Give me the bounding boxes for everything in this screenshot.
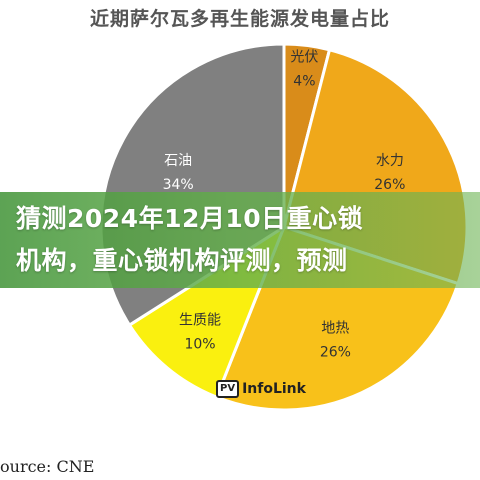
slice-value-4: 34%	[163, 177, 194, 193]
slice-label-1: 水力	[376, 153, 404, 169]
slice-label-2: 地热	[321, 320, 349, 336]
headline-line-2: 机构，重心锁机构评测，预测	[16, 246, 348, 275]
chart-title: 近期萨尔瓦多再生能源发电量占比	[89, 8, 390, 30]
headline-text: 猜测2024年12月10日重心锁 机构，重心锁机构评测，预测	[16, 198, 466, 282]
slice-value-3: 10%	[184, 337, 215, 353]
slice-value-0: 4%	[293, 73, 315, 89]
headline-banner	[0, 192, 480, 288]
infolink-logo: PV InfoLink	[216, 378, 306, 400]
headline-line-1: 猜测2024年12月10日重心锁	[16, 204, 364, 233]
source-note: ource: CNE	[0, 457, 95, 476]
slice-value-2: 26%	[320, 344, 351, 360]
slice-value-1: 26%	[374, 177, 405, 193]
slice-label-0: 光伏	[290, 49, 318, 65]
logo-mark: PV	[216, 380, 240, 398]
slice-label-4: 石油	[164, 153, 192, 169]
slice-label-3: 生质能	[179, 313, 221, 329]
logo-text: InfoLink	[242, 381, 306, 397]
